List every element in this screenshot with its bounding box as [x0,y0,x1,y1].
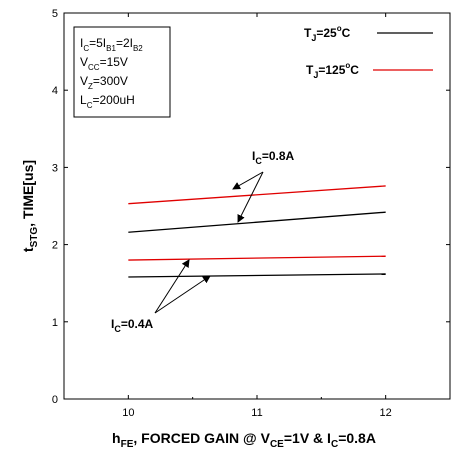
series-layer [128,185,386,278]
legend-label: TJ=125oC [306,61,359,80]
condition-line: IC=5IB1=2IB2 [80,36,143,53]
series-line-25C-0.8A [128,211,386,233]
y-tick-label: 2 [52,240,58,252]
arrows-layer [154,171,264,314]
condition-line: VCC=15V [80,55,128,72]
legend: TJ=25oC TJ=125oC [304,24,433,80]
annotation-ic-0.4a: IC=0.4A [111,317,154,334]
arrow-ic-0.4a-to-red [154,259,190,314]
arrow-ic-0.4a-to-black [154,275,211,314]
annotation-ic-0.8a: IC=0.8A [252,149,295,166]
arrow-ic-0.8a-to-black [237,171,264,223]
x-tick-label: 11 [251,407,262,419]
y-tick-label: 1 [52,317,58,329]
x-axis-label: hFE, FORCED GAIN @ VCE=1V & IC=0.8A [112,430,376,450]
condition-line: LC=200uH [80,93,135,110]
x-tick-label: 12 [380,407,392,419]
series-line-125C-0.4A [128,255,386,261]
legend-label: TJ=25oC [304,24,351,43]
y-axis-label: tSTG, TIME[us] [20,160,40,252]
series-line-25C-0.4A [128,273,386,278]
y-tick-label: 0 [52,394,58,406]
series-line-125C-0.8A [128,185,386,205]
y-tick-label: 5 [52,8,58,20]
condition-line: VZ=300V [80,74,128,91]
conditions-box: IC=5IB1=2IB2 VCC=15V VZ=300V LC=200uH [73,26,171,118]
y-tick-label: 3 [52,162,58,174]
x-tick-label: 10 [122,407,134,419]
y-tick-label: 4 [52,85,58,97]
arrow-ic-0.8a-to-red [232,171,264,190]
conditions-frame [73,26,171,118]
